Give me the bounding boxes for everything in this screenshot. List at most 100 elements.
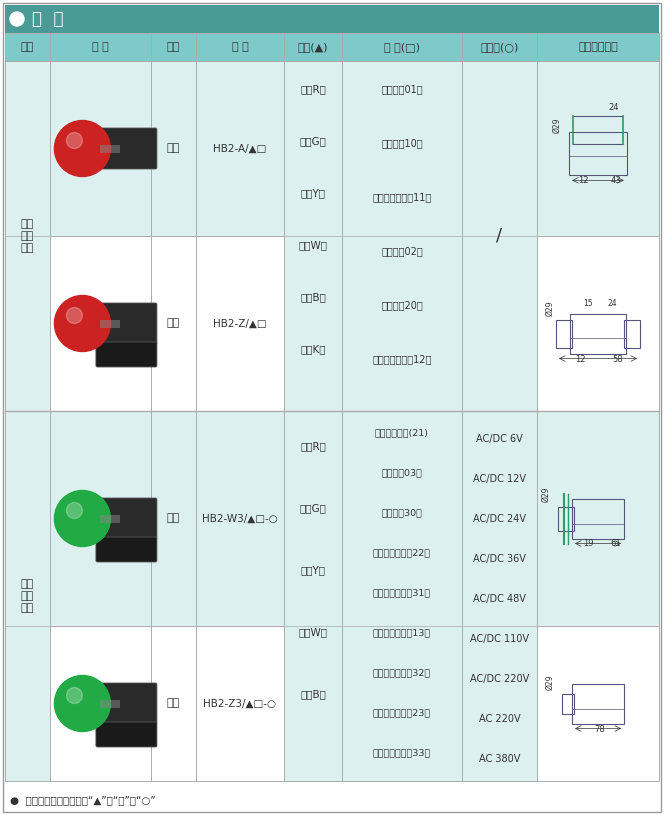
FancyBboxPatch shape <box>96 722 157 747</box>
Text: 三常开三常闭（33）: 三常开三常闭（33） <box>373 748 431 757</box>
Circle shape <box>10 12 24 26</box>
FancyBboxPatch shape <box>462 236 537 411</box>
Text: 名称: 名称 <box>21 42 34 52</box>
Text: /: / <box>497 227 503 245</box>
FancyBboxPatch shape <box>462 411 537 781</box>
FancyBboxPatch shape <box>50 33 151 61</box>
FancyBboxPatch shape <box>284 61 342 236</box>
Text: 二常开（20）: 二常开（20） <box>381 300 423 310</box>
Text: 二常开一常闭(21): 二常开一常闭(21) <box>375 429 429 438</box>
Text: 一常开（10）: 一常开（10） <box>381 138 423 148</box>
Text: 绿（G）: 绿（G） <box>299 136 327 146</box>
Circle shape <box>66 503 82 518</box>
Circle shape <box>66 688 82 703</box>
FancyBboxPatch shape <box>462 61 537 236</box>
FancyBboxPatch shape <box>96 683 157 724</box>
FancyBboxPatch shape <box>50 626 151 781</box>
Text: 蓝（B）: 蓝（B） <box>300 292 326 302</box>
Text: 58: 58 <box>613 355 623 363</box>
Circle shape <box>54 296 110 351</box>
Text: HB2-Z3/▲□-○: HB2-Z3/▲□-○ <box>203 698 276 708</box>
FancyBboxPatch shape <box>462 411 537 626</box>
Text: 白（W）: 白（W） <box>299 627 327 637</box>
FancyBboxPatch shape <box>537 236 659 411</box>
FancyBboxPatch shape <box>5 61 50 411</box>
Text: 触 点(□): 触 点(□) <box>384 42 420 52</box>
FancyBboxPatch shape <box>196 236 284 411</box>
Text: AC 220V: AC 220V <box>479 714 521 724</box>
Text: 白（W）: 白（W） <box>299 240 327 250</box>
Text: AC/DC 24V: AC/DC 24V <box>473 514 526 524</box>
FancyBboxPatch shape <box>342 61 462 236</box>
FancyBboxPatch shape <box>462 626 537 781</box>
FancyBboxPatch shape <box>462 61 537 411</box>
Text: 24: 24 <box>607 298 617 307</box>
Text: AC/DC 48V: AC/DC 48V <box>473 594 526 604</box>
Text: 自复: 自复 <box>167 513 180 523</box>
FancyBboxPatch shape <box>462 33 537 61</box>
Text: 自锁: 自锁 <box>167 319 180 328</box>
FancyBboxPatch shape <box>151 626 196 781</box>
FancyBboxPatch shape <box>96 342 157 367</box>
FancyBboxPatch shape <box>342 411 462 781</box>
FancyBboxPatch shape <box>151 33 196 61</box>
Text: HB2-Z/▲□: HB2-Z/▲□ <box>213 319 267 328</box>
FancyBboxPatch shape <box>284 61 342 411</box>
Text: 型 号: 型 号 <box>232 42 248 52</box>
FancyBboxPatch shape <box>96 128 157 169</box>
Circle shape <box>66 133 82 148</box>
Text: 12: 12 <box>575 355 585 363</box>
Text: Ø29: Ø29 <box>542 487 550 503</box>
FancyBboxPatch shape <box>50 411 151 626</box>
Text: AC/DC 110V: AC/DC 110V <box>470 634 529 644</box>
Circle shape <box>54 491 110 547</box>
Text: 平  钮: 平 钮 <box>32 10 64 28</box>
FancyBboxPatch shape <box>284 411 342 626</box>
Text: 三常开一常闭（31）: 三常开一常闭（31） <box>373 588 431 597</box>
FancyBboxPatch shape <box>96 537 157 562</box>
FancyBboxPatch shape <box>196 61 284 236</box>
Text: 三常开（30）: 三常开（30） <box>382 509 422 518</box>
Text: 二常开二常闭（22）: 二常开二常闭（22） <box>373 548 431 557</box>
Text: 19: 19 <box>583 540 593 548</box>
Text: AC/DC 6V: AC/DC 6V <box>476 434 523 444</box>
FancyBboxPatch shape <box>100 144 120 152</box>
Text: 黑（K）: 黑（K） <box>300 344 326 354</box>
Text: Ø29: Ø29 <box>546 300 554 315</box>
Text: 78: 78 <box>595 725 606 734</box>
Text: 24: 24 <box>609 103 620 112</box>
Text: 颜色(▲): 颜色(▲) <box>297 42 328 52</box>
Text: ●  请用代号替换型号中的“▲”、“口”、“○”: ● 请用代号替换型号中的“▲”、“口”、“○” <box>10 795 155 805</box>
FancyBboxPatch shape <box>537 626 659 781</box>
FancyBboxPatch shape <box>151 61 196 236</box>
FancyBboxPatch shape <box>100 514 120 522</box>
FancyBboxPatch shape <box>342 33 462 61</box>
Text: Ø29: Ø29 <box>546 674 554 689</box>
Text: 外形图及尺寸: 外形图及尺寸 <box>578 42 618 52</box>
Text: AC/DC 12V: AC/DC 12V <box>473 474 526 484</box>
Text: 蓝（B）: 蓝（B） <box>300 689 326 699</box>
Text: 黄（Y）: 黄（Y） <box>301 188 325 198</box>
Text: HB2-A/▲□: HB2-A/▲□ <box>213 143 267 153</box>
Text: AC 380V: AC 380V <box>479 754 520 764</box>
FancyBboxPatch shape <box>100 319 120 328</box>
FancyBboxPatch shape <box>284 626 342 781</box>
FancyBboxPatch shape <box>5 33 50 61</box>
FancyBboxPatch shape <box>196 411 284 626</box>
Text: 灯电压(○): 灯电压(○) <box>480 42 519 52</box>
Text: AC/DC 36V: AC/DC 36V <box>473 554 526 564</box>
Text: 一常开三常闭（13）: 一常开三常闭（13） <box>373 628 431 637</box>
FancyBboxPatch shape <box>537 411 659 626</box>
Text: 二常闭（02）: 二常闭（02） <box>381 246 423 256</box>
Text: 61: 61 <box>611 540 622 548</box>
Text: 黄（Y）: 黄（Y） <box>301 565 325 575</box>
FancyBboxPatch shape <box>537 61 659 236</box>
Text: 12: 12 <box>578 176 589 185</box>
FancyBboxPatch shape <box>196 626 284 781</box>
Text: AC/DC 220V: AC/DC 220V <box>470 674 529 684</box>
Text: 绿（G）: 绿（G） <box>299 503 327 513</box>
FancyBboxPatch shape <box>342 626 462 781</box>
FancyBboxPatch shape <box>284 411 342 781</box>
FancyBboxPatch shape <box>342 411 462 626</box>
Text: 自锁: 自锁 <box>167 698 180 708</box>
